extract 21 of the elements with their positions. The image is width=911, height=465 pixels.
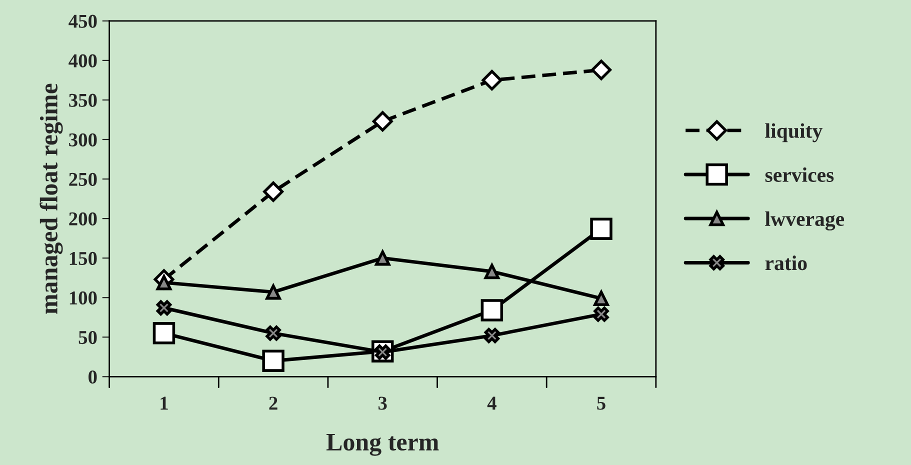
legend-label: ratio <box>765 256 807 270</box>
legend-label: services <box>765 167 834 182</box>
y-tick-label: 400 <box>68 54 97 68</box>
legend-label: liquity <box>765 123 822 142</box>
x-tick-label: 1 <box>160 396 168 410</box>
x-tick-label: 3 <box>378 396 387 410</box>
x-axis-title: Long term <box>326 434 439 456</box>
y-tick-label: 100 <box>70 291 97 305</box>
y-tick-label: 300 <box>69 133 97 146</box>
x-tick-label: 5 <box>597 396 606 410</box>
legend-label: lwverage <box>765 211 844 230</box>
x-tick-label: 2 <box>269 396 278 410</box>
y-tick-label: 0 <box>88 370 97 384</box>
y-tick-label: 50 <box>78 330 97 344</box>
y-tick-label: 150 <box>70 252 97 266</box>
y-tick-label: 250 <box>69 172 97 186</box>
y-tick-label: 200 <box>69 212 97 226</box>
y-tick-label: 450 <box>68 14 97 28</box>
y-tick-label: 350 <box>69 94 97 107</box>
x-tick-label: 4 <box>487 396 496 410</box>
y-axis-title: managed float regime <box>40 84 63 314</box>
